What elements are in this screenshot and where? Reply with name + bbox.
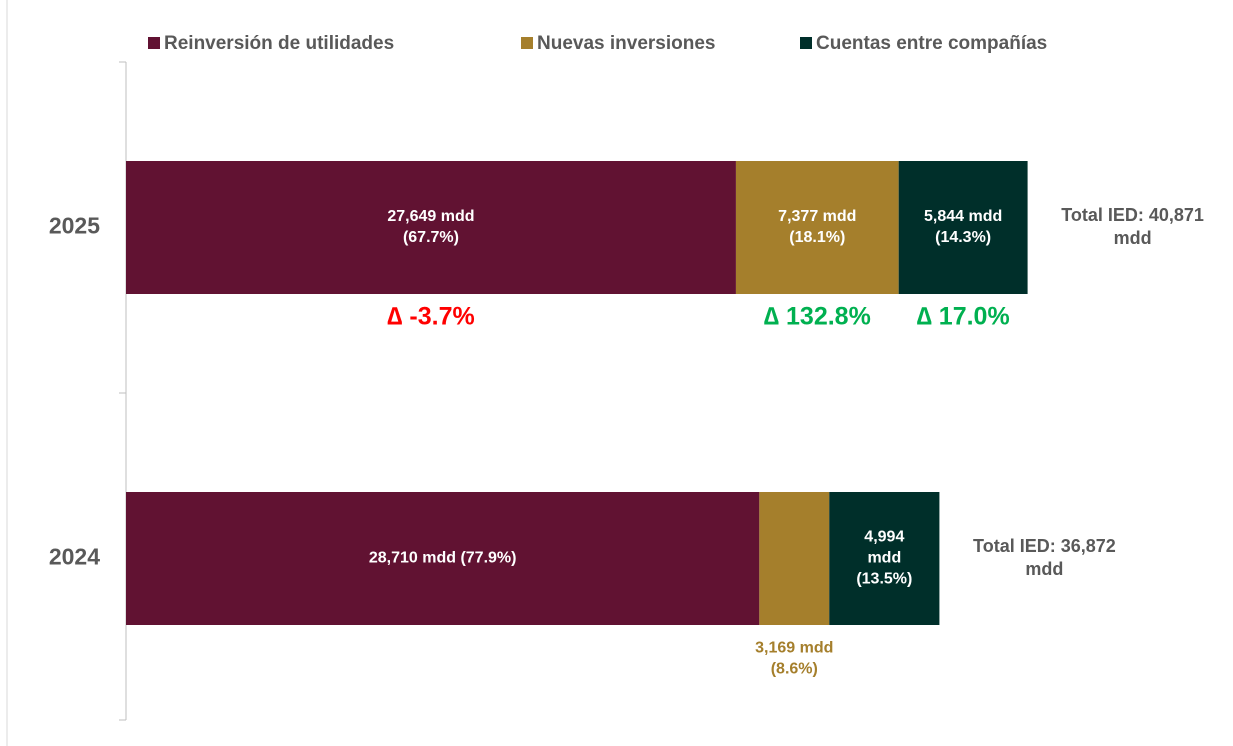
category-axis — [119, 61, 127, 721]
change-annotation: ∆ -3.7% — [387, 303, 475, 331]
legend-label: Nuevas inversiones — [537, 33, 715, 54]
category-label: 2025 — [49, 213, 100, 239]
bar-segment — [898, 161, 1028, 294]
bar-segment — [126, 161, 736, 294]
change-annotation: ∆ 17.0% — [917, 303, 1010, 331]
value-label: (67.7%) — [403, 229, 459, 246]
value-label: (14.3%) — [935, 229, 991, 246]
legend-swatch — [148, 37, 160, 49]
value-label: 27,649 mdd — [387, 208, 474, 225]
value-label: 7,377 mdd — [778, 208, 856, 225]
change-annotation: ∆ 132.8% — [764, 303, 871, 331]
category-label: 2024 — [49, 544, 100, 570]
value-label: 5,844 mdd — [924, 208, 1002, 225]
legend-label: Cuentas entre compañías — [816, 33, 1047, 54]
total-label: mdd — [1114, 228, 1152, 248]
value-label: (13.5%) — [856, 571, 912, 588]
value-label: 28,710 mdd (77.9%) — [369, 550, 517, 567]
bar-segment — [735, 161, 899, 294]
legend-swatch — [800, 37, 812, 49]
bar-segment — [829, 492, 940, 625]
bar-segment — [126, 492, 760, 625]
legend-swatch — [521, 37, 533, 49]
total-label: mdd — [1025, 559, 1063, 579]
bar-segment — [759, 492, 830, 625]
value-label: 3,169 mdd — [755, 640, 833, 657]
value-label: (18.1%) — [789, 229, 845, 246]
total-label: Total IED: 40,871 — [1061, 205, 1204, 225]
value-label: 4,994 — [864, 529, 904, 546]
total-label: Total IED: 36,872 — [973, 536, 1116, 556]
legend-label: Reinversión de utilidades — [164, 33, 394, 54]
value-label: mdd — [867, 550, 901, 567]
value-label: (8.6%) — [771, 661, 818, 678]
